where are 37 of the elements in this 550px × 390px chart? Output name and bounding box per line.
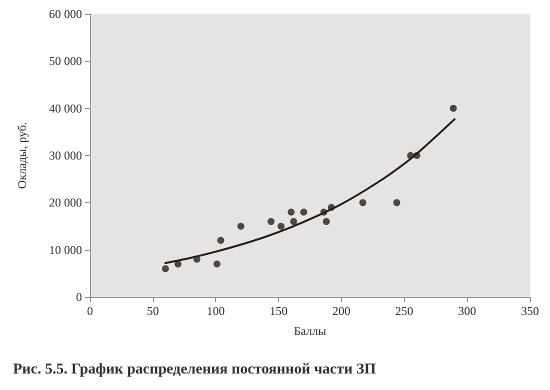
point [193,256,200,263]
y-tick-label: 30 000 [49,148,82,162]
point [407,152,414,159]
point [278,222,285,230]
point [359,199,366,206]
y-tick-label: 10 000 [49,242,82,257]
point [393,199,400,206]
x-tick-label: 350 [521,304,539,318]
point [300,208,308,216]
x-tick-label: 250 [395,304,414,318]
point [213,260,220,268]
y-tick-label: 60 000 [49,7,82,21]
point [328,204,335,211]
y-tick-label: 0 [76,290,82,304]
point [268,218,275,226]
point [450,104,457,112]
x-tick-label: 50 [146,304,159,318]
x-tick-label: 300 [458,304,476,318]
x-tick-label: 200 [332,304,350,318]
point [413,152,420,159]
point [320,208,328,216]
y-axis-title: Оклады, руб. [15,122,29,189]
text: Рис. 5.5. График распределения постоянной части ЗП [13,362,376,378]
y-tick-label: 50 000 [49,54,82,68]
point [322,218,330,226]
x-axis-title: Баллы [294,324,326,338]
x-tick-label: 150 [270,304,288,318]
point [217,236,224,244]
y-tick-label: 40 000 [49,101,82,116]
point [162,265,169,272]
point [288,208,295,216]
point [237,222,244,230]
x-tick-label: 0 [87,304,93,318]
x-tick-label: 100 [206,304,225,318]
point [174,260,182,268]
y-tick-label: 20 000 [49,196,82,210]
point [290,218,298,226]
